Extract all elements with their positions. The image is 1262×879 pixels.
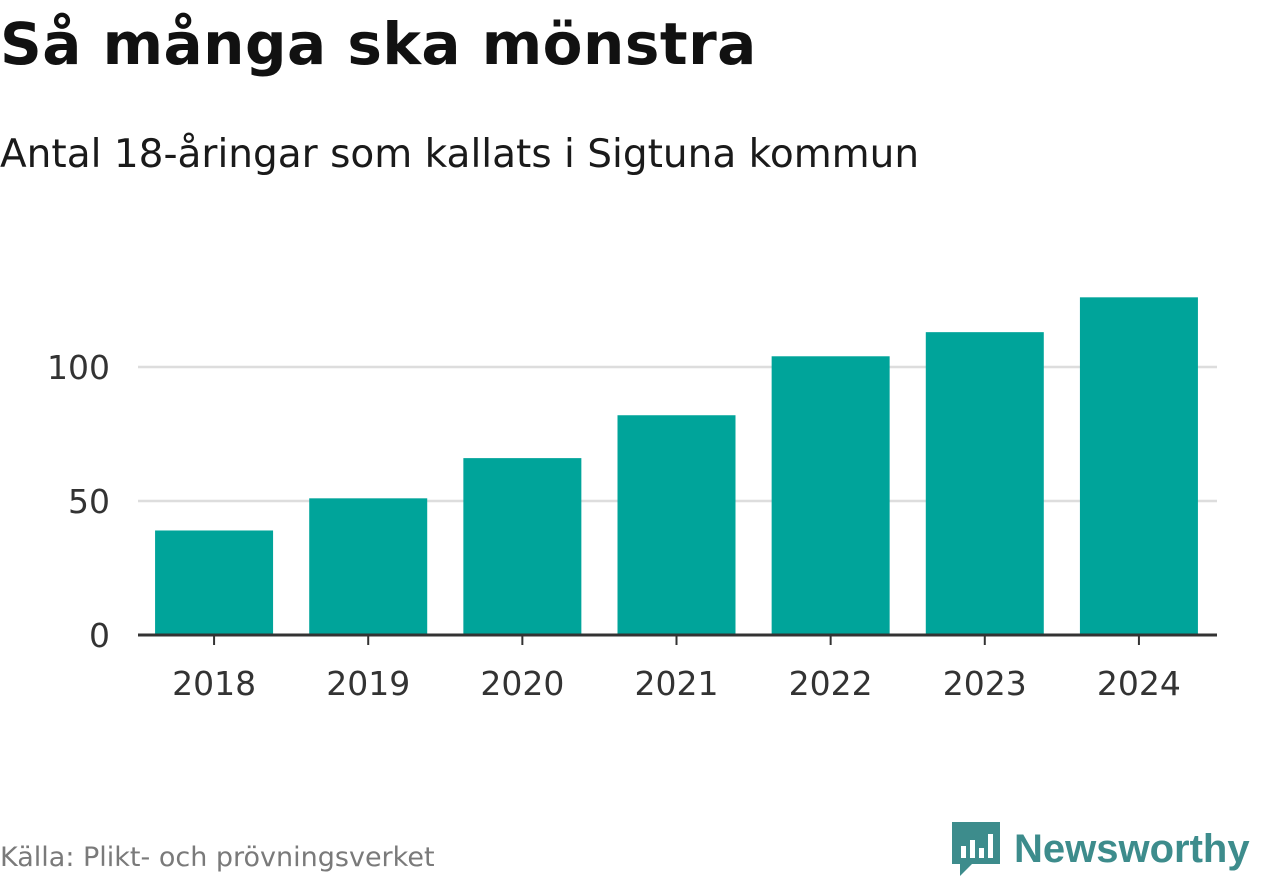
chart-subtitle: Antal 18-åringar som kallats i Sigtuna k…	[0, 132, 920, 177]
y-tick-label: 50	[68, 482, 110, 521]
source-note: Källa: Plikt- och prövningsverket	[0, 842, 435, 873]
bar-2022	[771, 356, 890, 635]
bar-2019	[309, 498, 428, 635]
x-tick-label: 2022	[789, 664, 873, 703]
brand-name: Newsworthy	[1014, 826, 1250, 871]
x-tick-label: 2023	[943, 664, 1027, 703]
bar-2020	[463, 458, 582, 635]
x-tick-label: 2018	[172, 664, 256, 703]
y-tick-label: 0	[89, 616, 110, 655]
y-tick-label: 100	[47, 348, 110, 387]
newsworthy-logo: Newsworthy	[950, 820, 1250, 878]
bar-2023	[925, 332, 1044, 635]
bar-2018	[155, 530, 274, 635]
x-tick-label: 2019	[326, 664, 410, 703]
bar-2021	[617, 415, 736, 635]
x-tick-label: 2024	[1097, 664, 1181, 703]
chart-title: Så många ska mönstra	[0, 10, 757, 78]
x-tick-label: 2021	[635, 664, 719, 703]
bar-2024	[1079, 297, 1198, 635]
x-tick-label: 2020	[480, 664, 564, 703]
newsworthy-logo-icon	[952, 822, 1000, 876]
